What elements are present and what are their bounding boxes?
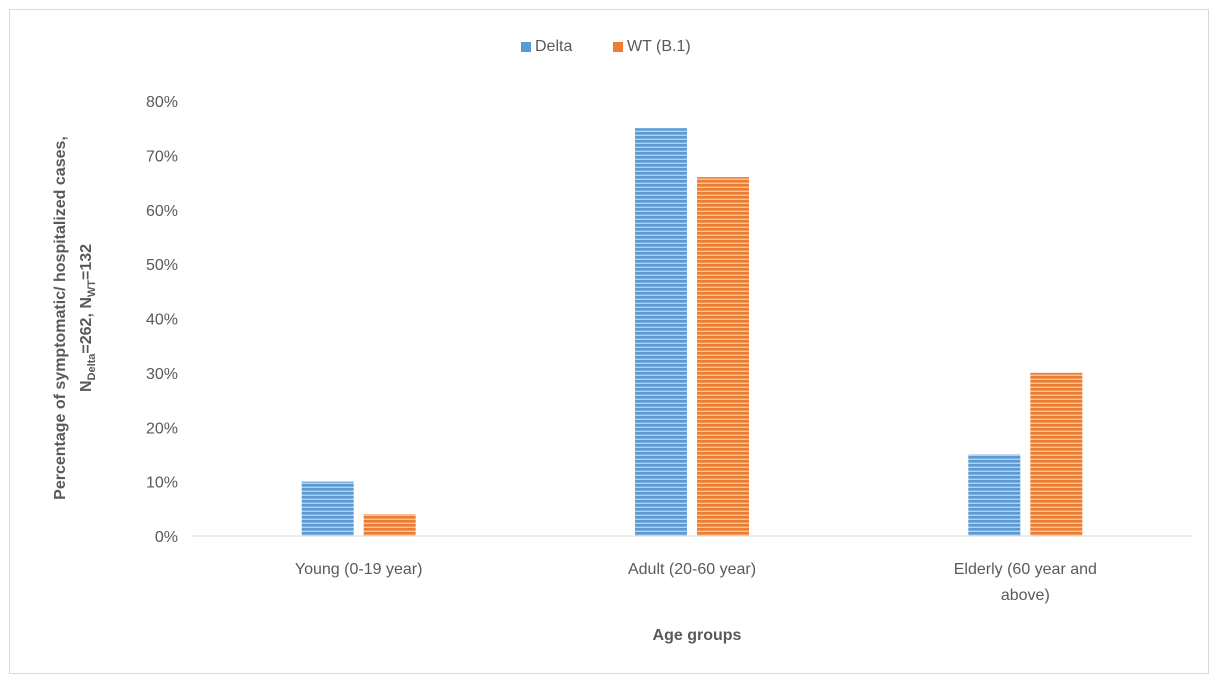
bar-wt-b-1-2 — [697, 177, 749, 536]
legend-swatch-wt — [613, 42, 623, 52]
bar-wt-b-1-1 — [363, 514, 416, 536]
y-tick-label: 70% — [146, 148, 178, 165]
chart-legend: Delta WT (B.1) — [521, 38, 691, 55]
x-axis-tick-labels: Young (0-19 year) Adult (20-60 year) Elder… — [295, 561, 1097, 604]
y-tick-label: 50% — [146, 257, 178, 274]
y-tick-label: 60% — [146, 203, 178, 220]
legend-label-wt: WT (B.1) — [627, 38, 691, 55]
y-tick-label: 20% — [146, 420, 178, 437]
bar-delta-1 — [301, 481, 354, 536]
y-tick-label: 80% — [146, 94, 178, 111]
y-tick-label: 10% — [146, 475, 178, 492]
y-axis: 0% 10% 20% 30% 40% 50% 60% 70% 80% — [146, 94, 178, 546]
y-axis-title-line1: Percentage of symptomatic/ hospitalized … — [52, 136, 69, 500]
legend-swatch-delta — [521, 42, 531, 52]
y-axis-title: Percentage of symptomatic/ hospitalized … — [52, 136, 98, 500]
x-tick-label: Adult (20-60 year) — [628, 561, 756, 578]
bar-delta-2 — [635, 128, 687, 536]
y-tick-label: 30% — [146, 366, 178, 383]
bar-delta-3 — [968, 454, 1021, 536]
legend-label-delta: Delta — [535, 38, 572, 55]
bar-series — [301, 128, 1083, 536]
y-tick-label: 0% — [155, 529, 178, 546]
chart-frame — [9, 9, 1209, 674]
x-tick-label: Elderly (60 year and above) — [954, 561, 1097, 604]
x-tick-label: Young (0-19 year) — [295, 561, 423, 578]
bar-wt-b-1-3 — [1030, 372, 1083, 536]
y-tick-label: 40% — [146, 312, 178, 329]
y-axis-title-line2: NDelta=262, NWT=132 — [78, 244, 98, 392]
x-axis-title: Age groups — [653, 627, 742, 644]
